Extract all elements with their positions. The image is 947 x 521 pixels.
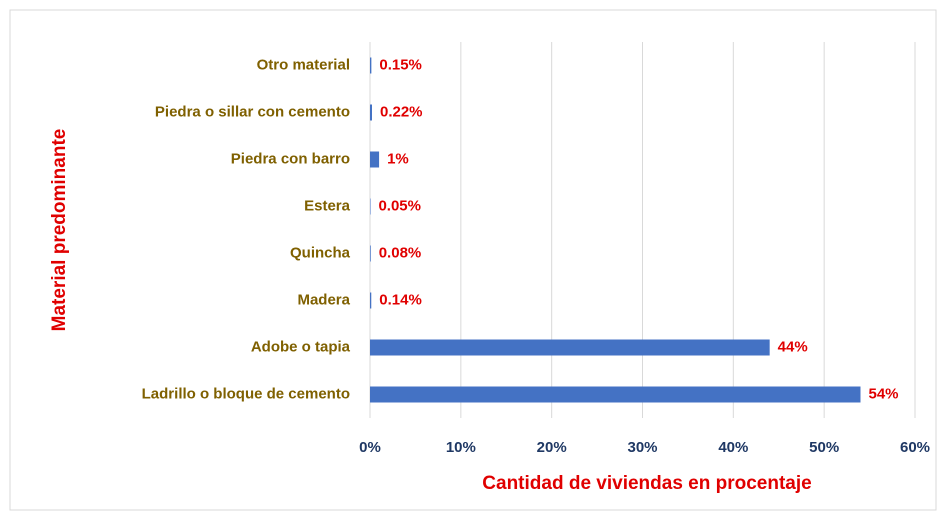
value-label: 1% (387, 150, 409, 167)
bar (370, 386, 861, 403)
bar (370, 151, 380, 168)
x-axis-title: Cantidad de viviendas en procentaje (482, 473, 811, 494)
y-tick-label: Piedra o sillar con cemento (155, 103, 350, 120)
y-tick-label: Estera (304, 197, 351, 214)
x-tick-label: 30% (627, 439, 657, 456)
y-tick-label: Quincha (290, 244, 351, 261)
x-tick-label: 20% (537, 439, 567, 456)
x-tick-label: 10% (446, 439, 476, 456)
x-tick-label: 60% (900, 439, 930, 456)
bar (370, 198, 371, 215)
x-tick-label: 50% (809, 439, 839, 456)
value-label: 0.22% (380, 103, 423, 120)
y-tick-label: Adobe o tapia (251, 338, 351, 355)
value-label: 44% (778, 338, 808, 355)
y-tick-label: Madera (297, 291, 350, 308)
y-axis-title: Material predominante (49, 129, 70, 332)
value-label: 0.05% (378, 197, 421, 214)
x-tick-label: 0% (359, 439, 381, 456)
value-label: 0.08% (379, 244, 422, 261)
bar (370, 292, 372, 309)
chart-border (9, 9, 937, 511)
value-label: 54% (869, 385, 899, 402)
y-tick-label: Otro material (257, 56, 350, 73)
bar (370, 104, 372, 121)
bar (370, 245, 371, 262)
bar (370, 339, 770, 356)
value-label: 0.15% (379, 56, 422, 73)
x-tick-label: 40% (718, 439, 748, 456)
bar (370, 57, 372, 74)
y-tick-label: Piedra con barro (231, 150, 350, 167)
value-label: 0.14% (379, 291, 422, 308)
y-tick-label: Ladrillo o bloque de cemento (142, 385, 350, 402)
